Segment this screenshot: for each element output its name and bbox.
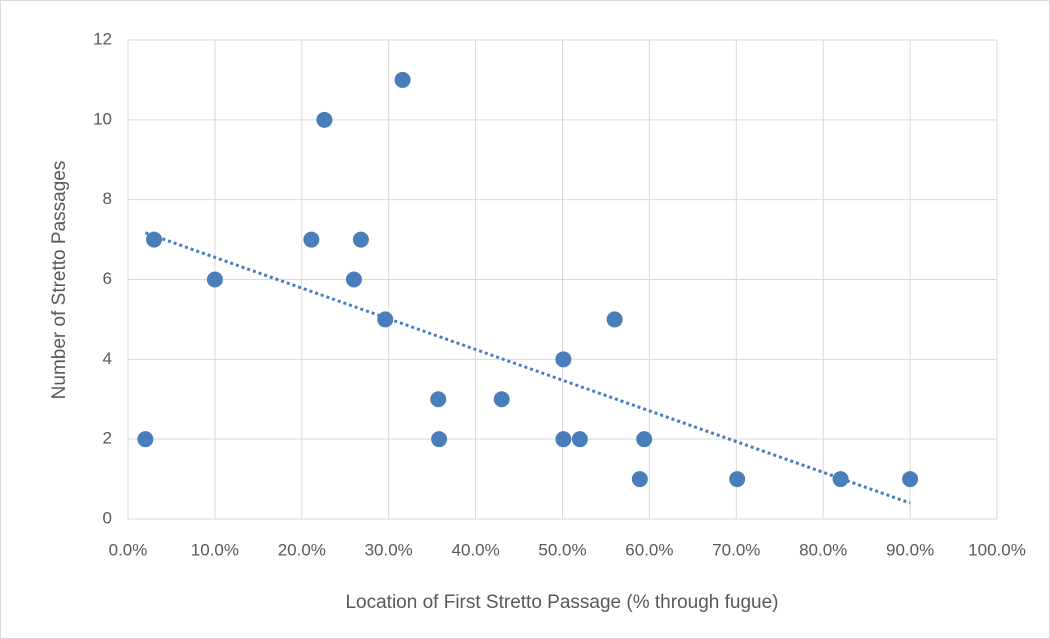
x-tick-label: 60.0% (625, 540, 673, 559)
point (571, 431, 588, 448)
point (606, 311, 623, 328)
point (430, 391, 447, 408)
point (636, 431, 653, 448)
point (303, 231, 320, 248)
point (631, 471, 648, 488)
point (345, 271, 362, 288)
y-tick-label: 10 (93, 109, 112, 128)
x-tick-label: 50.0% (538, 540, 586, 559)
point (146, 231, 163, 248)
point (137, 431, 154, 448)
x-tick-label: 90.0% (886, 540, 934, 559)
point (206, 271, 223, 288)
y-tick-label: 4 (103, 349, 112, 368)
x-tick-label: 80.0% (799, 540, 847, 559)
point (377, 311, 394, 328)
x-tick-label: 70.0% (712, 540, 760, 559)
point (555, 431, 572, 448)
x-tick-label: 0.0% (109, 540, 148, 559)
point (902, 471, 919, 488)
point (316, 111, 333, 128)
point (832, 471, 849, 488)
point (431, 431, 448, 448)
x-tick-label: 10.0% (191, 540, 239, 559)
y-tick-label: 6 (103, 269, 112, 288)
y-tick-label: 0 (103, 508, 112, 527)
y-tick-label: 2 (103, 429, 112, 448)
point (555, 351, 572, 368)
y-tick-label: 8 (103, 189, 112, 208)
x-tick-label: 30.0% (365, 540, 413, 559)
x-tick-label: 20.0% (278, 540, 326, 559)
x-tick-label: 100.0% (968, 540, 1026, 559)
point (394, 71, 411, 88)
y-axis-label: Number of Stretto Passages (49, 161, 70, 400)
point (493, 391, 510, 408)
point (352, 231, 369, 248)
point (729, 471, 746, 488)
y-tick-label: 12 (93, 29, 112, 48)
x-tick-label: 40.0% (451, 540, 499, 559)
x-axis-label: Location of First Stretto Passage (% thr… (345, 592, 778, 613)
